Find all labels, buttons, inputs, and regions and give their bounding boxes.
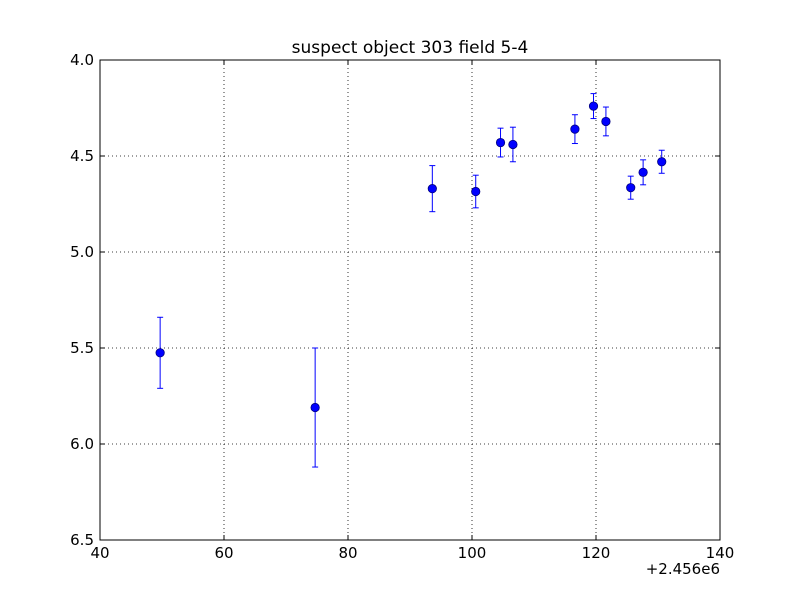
y-tick-label: 5.0 xyxy=(70,243,94,261)
data-point xyxy=(570,124,580,134)
y-tick-label: 6.5 xyxy=(70,531,94,549)
grid-lines xyxy=(100,60,720,540)
plot-area xyxy=(100,60,720,540)
y-tick-label: 6.0 xyxy=(70,435,94,453)
x-tick-label: 40 xyxy=(90,544,109,562)
y-tick-label: 4.0 xyxy=(70,51,94,69)
y-axis-ticks: 4.0 4.5 5.0 5.5 6.0 6.5 xyxy=(70,51,720,549)
data-point xyxy=(471,186,481,197)
data-point xyxy=(310,402,320,413)
data-point xyxy=(588,101,599,111)
data-point xyxy=(495,137,506,148)
chart-title: suspect object 303 field 5-4 xyxy=(292,38,529,58)
plot-frame xyxy=(99,59,721,541)
data-point xyxy=(638,167,648,177)
y-tick-label: 5.5 xyxy=(70,339,94,357)
x-tick-label: 80 xyxy=(338,544,357,562)
x-axis-ticks: 40 60 80 100 120 140 xyxy=(90,60,734,562)
x-axis-offset-label: +2.456e6 xyxy=(646,560,720,578)
y-tick-label: 4.5 xyxy=(70,147,94,165)
x-tick-label: 100 xyxy=(458,544,487,562)
data-point xyxy=(427,184,437,194)
data-markers xyxy=(155,101,667,413)
x-tick-label: 120 xyxy=(582,544,611,562)
x-tick-label: 140 xyxy=(706,544,735,562)
data-point xyxy=(626,183,636,193)
data-point xyxy=(601,116,611,127)
x-tick-label: 60 xyxy=(214,544,233,562)
data-point xyxy=(508,139,518,150)
data-point xyxy=(155,348,165,358)
data-point xyxy=(657,157,667,167)
